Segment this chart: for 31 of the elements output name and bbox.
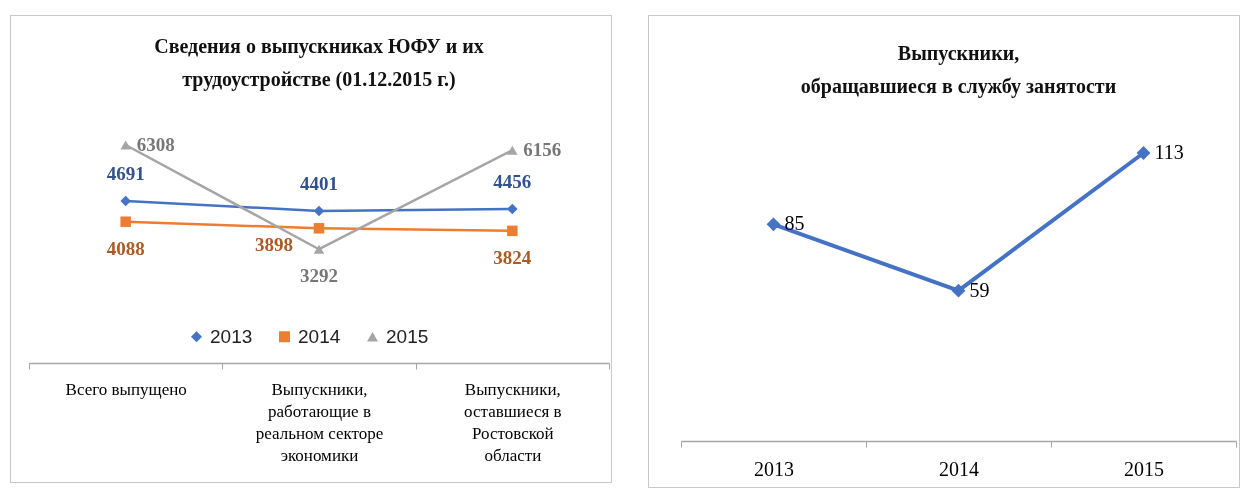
legend-label: 2014: [298, 325, 341, 347]
data-label: 113: [1154, 141, 1184, 163]
data-label: 4401: [300, 172, 338, 194]
point: [120, 195, 131, 207]
data-label: 3898: [255, 234, 293, 256]
data-label: 59: [969, 278, 990, 301]
legend-label: 2015: [386, 325, 429, 347]
data-label: 3824: [493, 246, 532, 268]
point: [120, 216, 131, 227]
legend-label: 2013: [210, 325, 253, 347]
data-label: 4088: [106, 237, 145, 259]
data-label: 3292: [300, 265, 338, 287]
data-label: 6308: [136, 134, 175, 155]
x-tick-label: 2015: [1124, 457, 1164, 480]
x-tick-label: Выпускники, работающие в реальном секторе экономики: [255, 379, 384, 465]
point: [507, 225, 518, 237]
x-tick-label: 2013: [754, 457, 794, 480]
point: [313, 244, 325, 254]
point: [313, 223, 325, 234]
x-tick-label: Выпускники, оставшиеся в Ростовской области: [464, 379, 562, 465]
x-tick-label: 2014: [939, 457, 979, 480]
chart-title: Выпускники, обращавшиеся в службу занятости: [800, 42, 1117, 98]
chart-title: Сведения о выпускниках ЮФУ и их трудоустройстве (01.12.2015 г.): [154, 35, 484, 91]
point: [507, 203, 518, 215]
data-label: 85: [784, 212, 805, 235]
point: [120, 140, 131, 150]
data-label: 4456: [493, 171, 532, 192]
point: [507, 145, 518, 155]
data-label: 4691: [106, 162, 145, 184]
x-tick-label: Всего выпущено: [65, 379, 187, 399]
data-label: 6156: [523, 139, 562, 161]
